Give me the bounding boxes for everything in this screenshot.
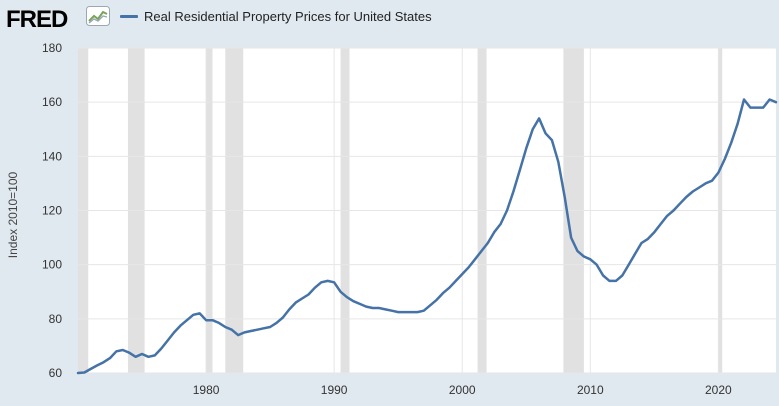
y-tick-label-60: 60	[49, 366, 63, 380]
x-tick-label-1990: 1990	[321, 383, 348, 397]
legend-label: Real Residential Property Prices for Uni…	[144, 9, 432, 24]
y-tick-label-80: 80	[49, 312, 63, 326]
y-tick-label-180: 180	[42, 41, 62, 55]
fred-logo[interactable]: FRED	[6, 6, 68, 33]
legend[interactable]: Real Residential Property Prices for Uni…	[120, 9, 432, 24]
series-line-0	[76, 98, 778, 375]
chart-header: FRED Real Residential Property Prices fo…	[0, 0, 779, 40]
y-tick-label-120: 120	[42, 204, 62, 218]
x-tick-label-2020: 2020	[705, 383, 732, 397]
x-tick-label-2010: 2010	[577, 383, 604, 397]
y-tick-label-140: 140	[42, 149, 62, 163]
line-chart-icon	[86, 6, 110, 26]
y-tick-label-160: 160	[42, 95, 62, 109]
x-tick-label-2000: 2000	[449, 383, 476, 397]
y-tick-label-100: 100	[42, 258, 62, 272]
x-tick-label-1980: 1980	[193, 383, 220, 397]
legend-swatch	[120, 15, 138, 18]
